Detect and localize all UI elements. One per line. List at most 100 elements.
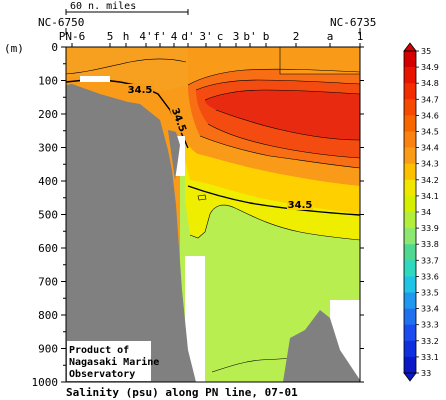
colorbar-label: 33.5 bbox=[421, 289, 439, 298]
colorbar-label: 33.7 bbox=[421, 256, 439, 265]
credit-box: Product of Nagasaki Marine Observatory bbox=[67, 341, 159, 381]
region-upper-shelf bbox=[66, 47, 188, 92]
colorbar-segment bbox=[404, 67, 416, 84]
station-label: f' bbox=[153, 30, 166, 43]
y-tick-label: 600 bbox=[38, 242, 58, 255]
colorbar-segment bbox=[404, 51, 416, 68]
colorbar-label: 33.8 bbox=[421, 240, 439, 249]
contour-label: 34.5 bbox=[288, 200, 313, 211]
contour-34-7 bbox=[195, 79, 361, 159]
colorbar-segment bbox=[404, 99, 416, 116]
contour-34-8 bbox=[204, 89, 361, 141]
contour-34-5-lower bbox=[187, 185, 361, 216]
colorbar-segment bbox=[404, 244, 416, 261]
station-label: b' bbox=[243, 30, 256, 43]
credit-line-1: Product of bbox=[69, 345, 129, 356]
colorbar-label: 34.6 bbox=[421, 111, 439, 120]
credit-background bbox=[67, 341, 151, 381]
station-label: 3 bbox=[233, 30, 240, 43]
contour-upper-right-flat bbox=[279, 47, 360, 75]
colorbar-segment bbox=[404, 308, 416, 325]
y-tick-label: 100 bbox=[38, 75, 58, 88]
distance-scale-label: 60 n. miles bbox=[70, 1, 136, 12]
colorbar-label: 33.3 bbox=[421, 321, 439, 330]
station-id-right: NC-6735 bbox=[330, 16, 376, 29]
colorbar-label: 33.9 bbox=[421, 224, 439, 233]
y-tick-label: 0 bbox=[51, 41, 58, 54]
no-data-notch-3 bbox=[185, 256, 205, 382]
contour-upper-left-small bbox=[65, 58, 187, 75]
colorbar-segment bbox=[404, 115, 416, 132]
colorbar-label: 33.1 bbox=[421, 353, 439, 362]
station-label: h bbox=[123, 30, 130, 43]
colorbar-label: 34.4 bbox=[421, 144, 439, 153]
colorbar-label: 34.5 bbox=[421, 128, 439, 137]
colorbar-label: 34.3 bbox=[421, 160, 439, 169]
contour-label: 34.5 bbox=[128, 85, 153, 96]
station-labels: PN-6 5 h 4' f' 4 d' 3' c 3 b' b 2 a 1 bbox=[59, 30, 364, 47]
y-axis-label: (m) bbox=[4, 42, 24, 55]
no-data-notch-1 bbox=[80, 76, 110, 82]
colorbar-segment bbox=[404, 147, 416, 164]
y-tick-label: 500 bbox=[38, 209, 58, 222]
contour-34-6 bbox=[187, 68, 361, 169]
chart-title: Salinity (psu) along PN line, 07-01 bbox=[66, 386, 298, 399]
colorbar-label: 35 bbox=[421, 47, 431, 56]
region-34-8-34-9 bbox=[205, 90, 360, 140]
y-tick-label: 900 bbox=[38, 343, 58, 356]
colorbar-label: 34.8 bbox=[421, 79, 439, 88]
station-label: 4' bbox=[139, 30, 152, 43]
y-tick-label: 400 bbox=[38, 175, 58, 188]
station-label: 5 bbox=[107, 30, 114, 43]
station-label: PN-6 bbox=[59, 30, 86, 43]
colorbar-segment bbox=[404, 292, 416, 309]
credit-line-3: Observatory bbox=[69, 369, 135, 380]
station-label: a bbox=[327, 30, 334, 43]
colorbar-segment bbox=[404, 195, 416, 213]
colorbar-segment bbox=[404, 212, 416, 229]
bathymetry-slope bbox=[168, 130, 180, 180]
colorbar-over-triangle bbox=[403, 42, 417, 52]
colorbar-label: 34.7 bbox=[421, 95, 439, 104]
station-label: 4 bbox=[171, 30, 178, 43]
axes: 0 100 200 300 400 500 600 700 800 900 1000 bbox=[32, 41, 364, 389]
colorbar-label: 33 bbox=[421, 369, 431, 378]
region-upper-right-flat bbox=[280, 47, 360, 74]
colorbar-label: 33.2 bbox=[421, 337, 439, 346]
colorbar-label: 34 bbox=[421, 208, 431, 217]
contour-34-4 bbox=[189, 204, 361, 241]
station-label: d' bbox=[181, 30, 194, 43]
y-tick-label: 700 bbox=[38, 276, 58, 289]
y-tick-label: 800 bbox=[38, 309, 58, 322]
colorbar: 35 34.9 34.8 34.7 34.6 34.5 34.4 34.3 34.2 34.1 34… bbox=[403, 42, 439, 382]
colorbar-label: 34.2 bbox=[421, 176, 439, 185]
bathymetry-right bbox=[283, 310, 360, 382]
contour-small-loop bbox=[197, 194, 207, 201]
colorbar-segment bbox=[404, 83, 416, 100]
colorbar-label: 34.9 bbox=[421, 63, 439, 72]
colorbar-segment bbox=[404, 276, 416, 293]
y-tick-label: 300 bbox=[38, 142, 58, 155]
colorbar-label: 33.4 bbox=[421, 305, 439, 314]
colorbar-segment bbox=[404, 324, 416, 342]
station-label: b bbox=[263, 30, 270, 43]
plot-frame bbox=[65, 46, 361, 383]
colorbar-label: 33.6 bbox=[421, 272, 439, 281]
colorbar-segment bbox=[404, 356, 416, 374]
colorbar-segment bbox=[404, 131, 416, 148]
colorbar-segment bbox=[404, 228, 416, 245]
contour-label-background bbox=[169, 105, 189, 134]
colorbar-segment bbox=[404, 340, 416, 358]
station-label: 2 bbox=[293, 30, 300, 43]
credit-line-2: Nagasaki Marine bbox=[69, 356, 159, 368]
station-label: 1 bbox=[357, 30, 364, 43]
distance-scale: 60 n. miles bbox=[65, 1, 189, 15]
colorbar-segment bbox=[404, 179, 416, 197]
y-tick-label: 1000 bbox=[32, 376, 59, 389]
station-id-left: NC-6750 bbox=[38, 16, 84, 29]
station-label: c bbox=[217, 30, 224, 43]
bathymetry-left bbox=[66, 84, 196, 382]
colorbar-label: 34.1 bbox=[421, 192, 439, 201]
station-label: 3' bbox=[199, 30, 212, 43]
